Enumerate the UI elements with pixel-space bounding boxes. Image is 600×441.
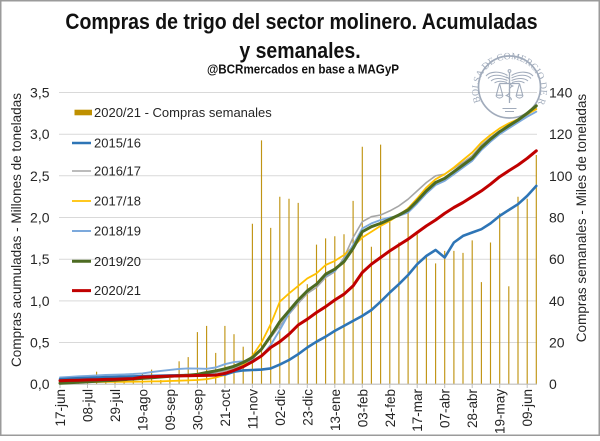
svg-text:@BCRmercados en base a MAGyP: @BCRmercados en base a MAGyP bbox=[207, 62, 399, 76]
svg-text:0: 0 bbox=[549, 376, 557, 392]
svg-text:08-jul: 08-jul bbox=[81, 389, 96, 422]
svg-text:2015/16: 2015/16 bbox=[94, 136, 141, 151]
svg-text:09-sep: 09-sep bbox=[163, 389, 178, 430]
svg-text:17-mar: 17-mar bbox=[410, 389, 425, 432]
svg-text:2,5: 2,5 bbox=[30, 168, 50, 184]
svg-text:120: 120 bbox=[549, 126, 573, 142]
svg-text:80: 80 bbox=[549, 210, 565, 226]
svg-text:3,5: 3,5 bbox=[30, 85, 50, 101]
svg-text:20: 20 bbox=[549, 335, 565, 351]
svg-text:1,5: 1,5 bbox=[30, 251, 50, 267]
svg-text:0,5: 0,5 bbox=[30, 335, 50, 351]
svg-text:2020/21: 2020/21 bbox=[94, 283, 141, 298]
svg-text:y semanales.: y semanales. bbox=[239, 39, 360, 63]
svg-text:2018/19: 2018/19 bbox=[94, 224, 141, 239]
svg-text:03-feb: 03-feb bbox=[355, 389, 370, 427]
svg-text:140: 140 bbox=[549, 85, 573, 101]
svg-text:3,0: 3,0 bbox=[30, 126, 50, 142]
svg-text:2017/18: 2017/18 bbox=[94, 194, 141, 209]
svg-text:17-jun: 17-jun bbox=[53, 389, 68, 427]
svg-text:28-abr: 28-abr bbox=[465, 389, 480, 429]
svg-text:30-sep: 30-sep bbox=[190, 389, 205, 430]
svg-text:11-nov: 11-nov bbox=[245, 389, 260, 430]
svg-text:0,0: 0,0 bbox=[30, 376, 50, 392]
svg-text:2,0: 2,0 bbox=[30, 210, 50, 226]
svg-text:21-oct: 21-oct bbox=[218, 389, 233, 427]
svg-text:Compras de trigo del sector mo: Compras de trigo del sector molinero. Ac… bbox=[65, 10, 537, 34]
svg-text:13-ene: 13-ene bbox=[328, 389, 343, 431]
svg-text:40: 40 bbox=[549, 293, 565, 309]
svg-text:2020/21 - Compras semanales: 2020/21 - Compras semanales bbox=[94, 105, 272, 120]
svg-text:24-feb: 24-feb bbox=[383, 389, 398, 427]
svg-text:09-jun: 09-jun bbox=[520, 389, 535, 427]
svg-text:2019/20: 2019/20 bbox=[94, 254, 141, 269]
svg-text:60: 60 bbox=[549, 251, 565, 267]
svg-text:29-jul: 29-jul bbox=[108, 389, 123, 422]
svg-text:1,0: 1,0 bbox=[30, 293, 50, 309]
svg-text:23-dic: 23-dic bbox=[300, 389, 315, 426]
svg-text:Compras semanales - Miles de t: Compras semanales - Miles de toneladas bbox=[574, 94, 589, 343]
svg-text:07-abr: 07-abr bbox=[438, 389, 453, 429]
svg-text:19-ago: 19-ago bbox=[135, 389, 150, 431]
svg-text:02-dic: 02-dic bbox=[273, 389, 288, 426]
svg-text:2016/17: 2016/17 bbox=[94, 164, 141, 179]
svg-text:19-may: 19-may bbox=[493, 389, 508, 434]
svg-text:Compras acumuladas - Millones: Compras acumuladas - Millones de tonelad… bbox=[9, 93, 24, 367]
svg-text:100: 100 bbox=[549, 168, 573, 184]
